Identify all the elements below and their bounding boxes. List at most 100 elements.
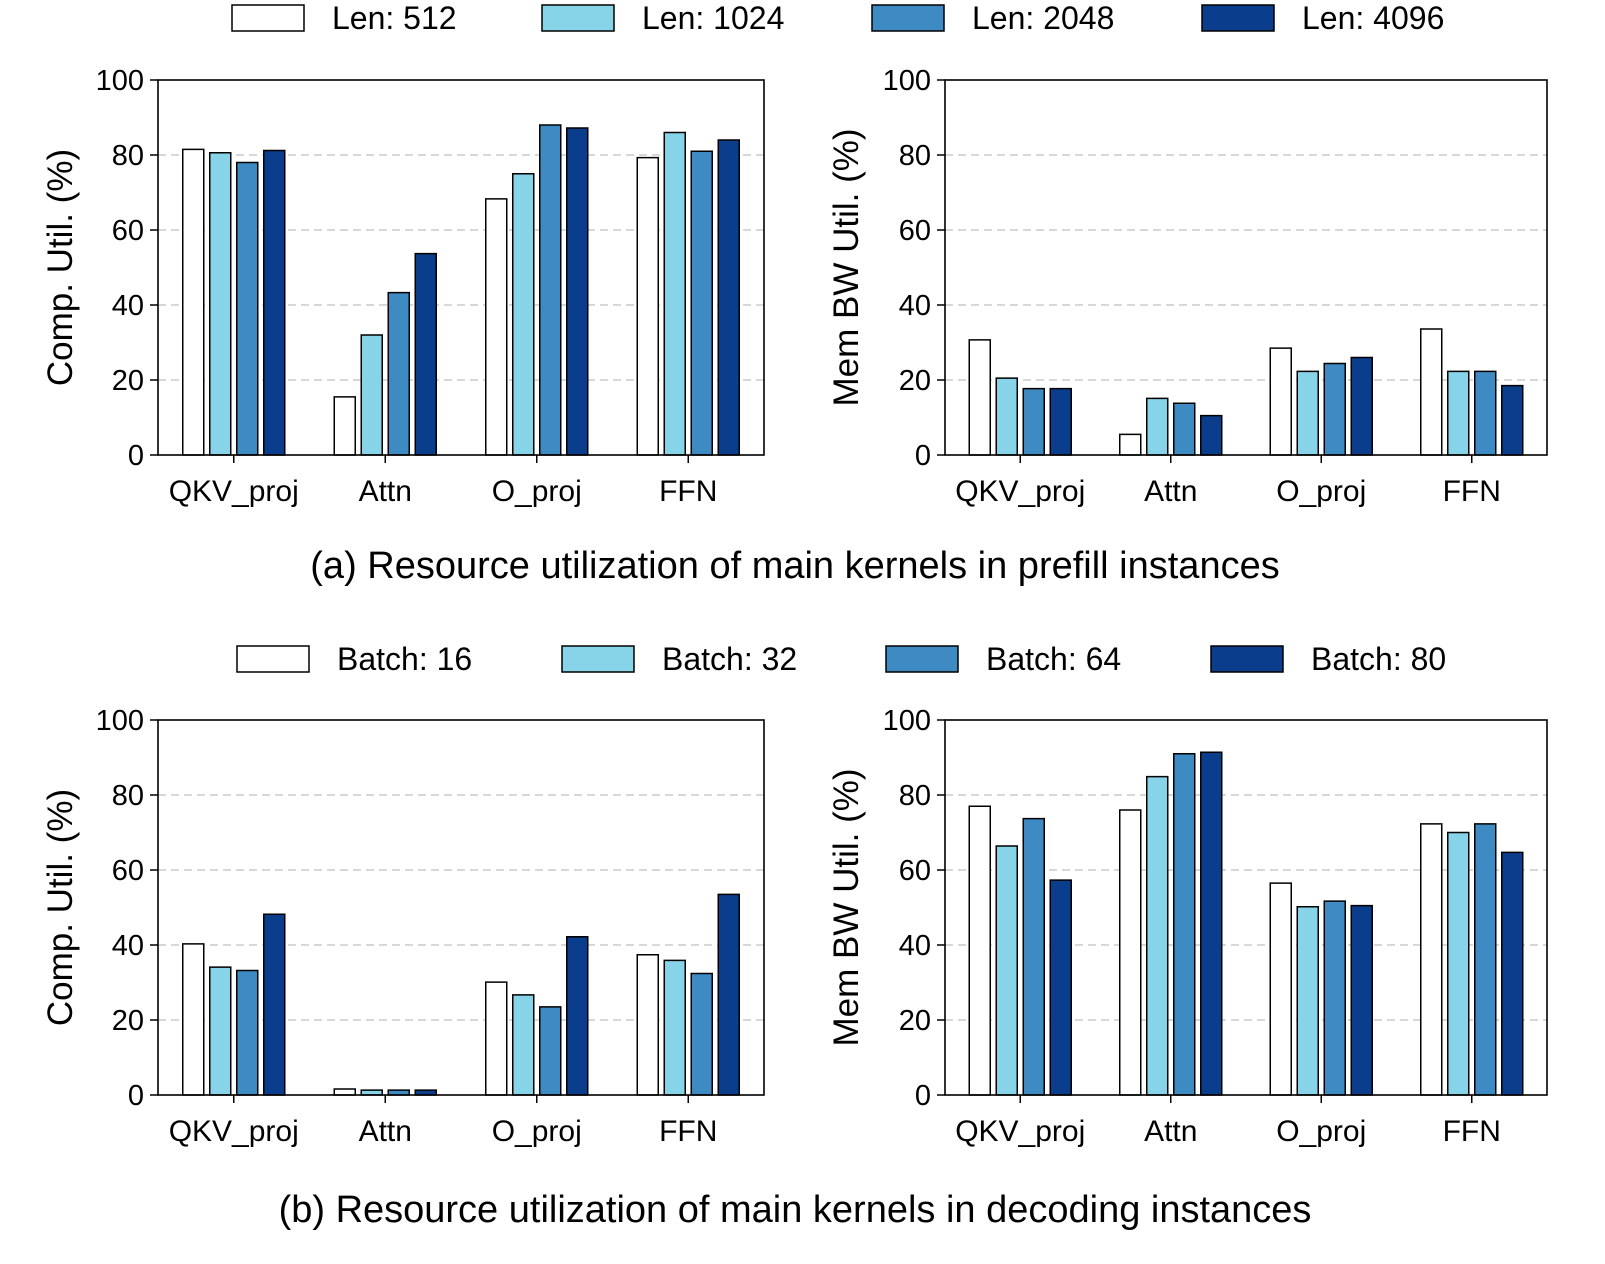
bar (1173, 402, 1196, 456)
legend-decoding: Batch: 16 Batch: 32 Batch: 64 Batch: 80 (236, 641, 1446, 677)
y-tick-label: 20 (112, 365, 144, 397)
bar (690, 972, 713, 1096)
y-tick-label: 40 (899, 290, 931, 322)
x-tick-label: Attn (359, 1115, 412, 1148)
bar (1474, 823, 1497, 1096)
legend-label: Len: 4096 (1302, 0, 1444, 36)
plot-frame (157, 79, 765, 456)
bar (1296, 906, 1319, 1096)
bar (414, 252, 437, 456)
legend-swatch (541, 4, 615, 32)
legend-label: Batch: 64 (986, 641, 1121, 677)
legend-label: Batch: 80 (1311, 641, 1446, 677)
legend-swatch (885, 645, 959, 673)
y-tick-label: 0 (128, 440, 144, 472)
bar (1269, 882, 1292, 1096)
bar (1269, 347, 1292, 456)
bar (1119, 809, 1142, 1096)
bar (1173, 753, 1196, 1096)
bar (717, 893, 740, 1096)
x-tick-label: O_proj (492, 475, 582, 508)
y-tick-label: 100 (96, 705, 144, 737)
bar (1022, 817, 1045, 1096)
y-axis-label: Comp. Util. (%) (41, 789, 80, 1026)
bar (182, 148, 205, 456)
y-tick-label: 100 (883, 65, 931, 97)
bar (1420, 823, 1443, 1096)
y-tick-label: 100 (883, 705, 931, 737)
caption-b: (b) Resource utilization of main kernels… (279, 1189, 1312, 1231)
caption-a: (a) Resource utilization of main kernels… (310, 545, 1279, 587)
plot-frame (944, 79, 1548, 456)
bar (1323, 362, 1346, 456)
chart-prefill-mem-bw-util: 0 20 40 60 80 100 QKV_proj Attn O_proj FFN Mem BW … (827, 65, 1548, 508)
y-tick-label: 60 (112, 855, 144, 887)
x-tick-label: FFN (659, 1115, 717, 1148)
legend-swatch (561, 645, 635, 673)
x-tick-label: O_proj (1276, 475, 1366, 508)
y-tick-label: 60 (112, 215, 144, 247)
bar (539, 124, 562, 456)
legend-label: Len: 1024 (642, 0, 784, 36)
y-tick-label: 0 (915, 440, 931, 472)
bar (485, 198, 508, 456)
x-tick-label: QKV_proj (169, 475, 299, 508)
y-tick-label: 80 (899, 140, 931, 172)
bar (236, 161, 259, 456)
x-tick-label: Attn (1144, 1115, 1197, 1148)
bar (1501, 851, 1524, 1096)
bar (566, 127, 589, 456)
x-tick-label: QKV_proj (955, 1115, 1085, 1148)
bar (995, 845, 1018, 1096)
legend-swatch (236, 645, 310, 673)
bar (333, 1088, 356, 1096)
bar (1323, 900, 1346, 1096)
x-tick-label: Attn (359, 475, 412, 508)
bar (968, 339, 991, 456)
x-tick-label: QKV_proj (955, 475, 1085, 508)
bar (1420, 328, 1443, 456)
y-axis-label: Mem BW Util. (%) (827, 768, 866, 1046)
bar (663, 959, 686, 1096)
bar (236, 969, 259, 1096)
legend-label: Batch: 32 (662, 641, 797, 677)
x-tick-label: O_proj (492, 1115, 582, 1148)
y-tick-label: 80 (112, 780, 144, 812)
y-tick-label: 20 (899, 365, 931, 397)
x-tick-label: QKV_proj (169, 1115, 299, 1148)
y-tick-label: 40 (899, 930, 931, 962)
y-tick-label: 40 (112, 930, 144, 962)
y-tick-label: 60 (899, 215, 931, 247)
bar (360, 334, 383, 456)
y-tick-label: 80 (899, 780, 931, 812)
y-axis-label: Mem BW Util. (%) (827, 128, 866, 406)
bar (1447, 831, 1470, 1096)
bar (717, 139, 740, 456)
bar (333, 396, 356, 456)
bar (1022, 387, 1045, 456)
legend-prefill: Len: 512 Len: 1024 Len: 2048 Len: 4096 (231, 0, 1444, 36)
bar (512, 173, 535, 456)
y-tick-label: 60 (899, 855, 931, 887)
bar (539, 1006, 562, 1096)
x-tick-label: O_proj (1276, 1115, 1366, 1148)
bar (209, 152, 232, 456)
bar (636, 156, 659, 456)
legend-label: Len: 512 (332, 0, 457, 36)
bar (263, 149, 286, 456)
chart-prefill-comp-util: 0 20 40 60 80 100 QKV_proj Attn O_proj FFN Comp. U… (41, 65, 765, 508)
bar (690, 150, 713, 456)
y-tick-label: 0 (915, 1080, 931, 1112)
bar (636, 954, 659, 1096)
bar (512, 994, 535, 1096)
bar (968, 805, 991, 1096)
y-tick-label: 80 (112, 140, 144, 172)
bar (1350, 904, 1373, 1096)
legend-label: Batch: 16 (337, 641, 472, 677)
x-tick-label: FFN (1443, 1115, 1501, 1148)
bar (1049, 387, 1072, 456)
bar (1200, 751, 1223, 1096)
bar (1200, 414, 1223, 456)
bar (1350, 356, 1373, 456)
legend-swatch (231, 4, 305, 32)
